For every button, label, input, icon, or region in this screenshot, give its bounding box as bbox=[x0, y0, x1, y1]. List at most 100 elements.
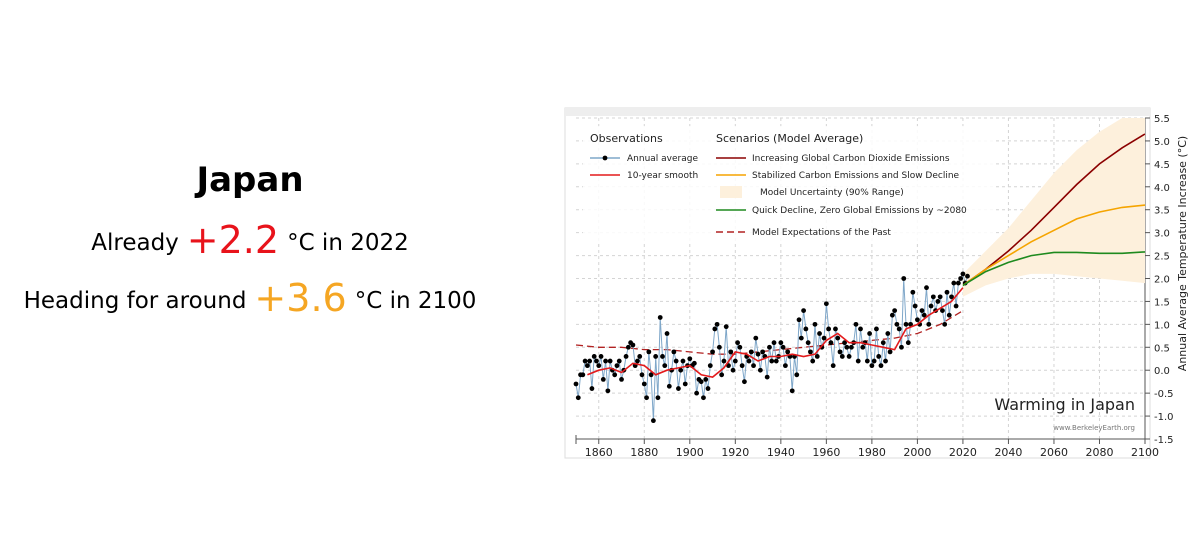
annual-point bbox=[833, 326, 838, 332]
annual-point bbox=[910, 289, 916, 295]
annual-point bbox=[710, 349, 715, 355]
y-tick-label: 0.0 bbox=[1154, 366, 1170, 377]
value: +3.6 bbox=[254, 276, 347, 320]
annual-point bbox=[600, 376, 606, 382]
annual-point bbox=[848, 344, 854, 350]
legend-label: 10-year smooth bbox=[627, 171, 698, 181]
annual-point bbox=[867, 331, 873, 336]
annual-point bbox=[655, 395, 661, 401]
annual-point bbox=[767, 344, 772, 350]
annual-point bbox=[946, 312, 952, 318]
annual-point bbox=[673, 358, 679, 364]
annual-point bbox=[728, 349, 734, 355]
annual-point bbox=[808, 349, 813, 355]
annual-point bbox=[817, 331, 822, 336]
annual-point bbox=[698, 379, 704, 385]
annual-point bbox=[864, 358, 870, 364]
y-tick-label: 2.5 bbox=[1154, 252, 1170, 263]
annual-point bbox=[801, 308, 806, 313]
annual-point bbox=[855, 358, 861, 364]
annual-point bbox=[746, 358, 752, 364]
annual-point bbox=[949, 294, 954, 300]
annual-point bbox=[603, 358, 608, 364]
annual-point bbox=[721, 358, 727, 364]
x-tick-label: 2000 bbox=[903, 446, 931, 459]
x-tick-label: 1880 bbox=[630, 446, 658, 459]
annual-point bbox=[944, 289, 950, 295]
label: °C in 2100 bbox=[354, 288, 477, 314]
annual-point bbox=[591, 354, 597, 359]
legend-marker bbox=[602, 155, 608, 161]
annual-point bbox=[755, 351, 761, 357]
annual-point bbox=[794, 372, 800, 378]
y-tick-label: -0.5 bbox=[1154, 389, 1174, 400]
y-tick-label: -1.0 bbox=[1154, 412, 1174, 423]
x-tick-label: 1980 bbox=[858, 446, 886, 459]
x-tick-label: 1860 bbox=[585, 446, 613, 459]
annual-point bbox=[876, 354, 882, 359]
annual-point bbox=[842, 340, 847, 346]
annual-point bbox=[812, 321, 818, 327]
label: Already bbox=[91, 230, 179, 256]
annual-point bbox=[924, 285, 929, 291]
annual-point bbox=[666, 383, 672, 389]
y-tick-label: 5.0 bbox=[1154, 137, 1170, 148]
annual-point bbox=[874, 326, 879, 332]
annual-point bbox=[803, 326, 809, 332]
annual-point bbox=[835, 335, 841, 341]
annual-point bbox=[908, 321, 913, 327]
legend-label: Stabilized Carbon Emissions and Slow Dec… bbox=[752, 171, 960, 181]
annual-point bbox=[735, 340, 740, 346]
annual-point bbox=[625, 344, 631, 350]
annual-point bbox=[805, 340, 811, 346]
y-tick-label: -1.5 bbox=[1154, 435, 1174, 446]
y-tick-label: 1.0 bbox=[1154, 320, 1170, 331]
annual-point bbox=[716, 344, 722, 350]
annual-point bbox=[853, 321, 859, 327]
annual-point bbox=[587, 358, 593, 364]
annual-point bbox=[742, 379, 747, 385]
annual-point bbox=[837, 349, 843, 355]
annual-point bbox=[739, 363, 745, 369]
annual-point bbox=[707, 363, 713, 369]
annual-point bbox=[596, 363, 602, 369]
y-tick-label: 2.0 bbox=[1154, 275, 1170, 286]
annual-point bbox=[760, 349, 766, 355]
x-tick-label: 2040 bbox=[994, 446, 1022, 459]
annual-point bbox=[785, 349, 791, 355]
chart-top-band bbox=[565, 108, 1150, 116]
annual-point bbox=[662, 363, 668, 369]
annual-point bbox=[869, 363, 875, 369]
annual-point bbox=[896, 326, 902, 332]
annual-point bbox=[623, 354, 629, 359]
x-tick-label: 2100 bbox=[1131, 446, 1159, 459]
annual-point bbox=[798, 335, 804, 341]
annual-point bbox=[639, 372, 645, 378]
annual-point bbox=[887, 349, 893, 355]
y-tick-label: 4.5 bbox=[1154, 160, 1170, 171]
annual-point bbox=[664, 331, 670, 336]
annual-point bbox=[928, 303, 934, 309]
x-tick-label: 1960 bbox=[812, 446, 840, 459]
annual-point bbox=[778, 340, 784, 346]
annual-point bbox=[712, 326, 718, 332]
value: +2.2 bbox=[186, 218, 280, 262]
annual-point bbox=[935, 299, 941, 304]
annual-point bbox=[965, 273, 970, 279]
annual-point bbox=[607, 358, 613, 364]
y-axis-label: Annual Average Temperature Increase (°C) bbox=[1176, 136, 1189, 371]
projected-warming: Heading for around +3.6 °C in 2100 bbox=[0, 276, 500, 320]
annual-point bbox=[810, 358, 816, 364]
y-tick-label: 0.5 bbox=[1154, 343, 1170, 354]
annual-point bbox=[921, 312, 927, 318]
annual-point bbox=[653, 354, 659, 359]
annual-point bbox=[830, 363, 836, 369]
annual-point bbox=[582, 358, 588, 364]
annual-point bbox=[826, 326, 832, 332]
series-line bbox=[962, 133, 1146, 287]
annual-point bbox=[648, 372, 654, 378]
y-tick-label: 1.5 bbox=[1154, 297, 1170, 308]
legend-heading: Observations bbox=[590, 132, 663, 145]
annual-point bbox=[584, 363, 590, 369]
